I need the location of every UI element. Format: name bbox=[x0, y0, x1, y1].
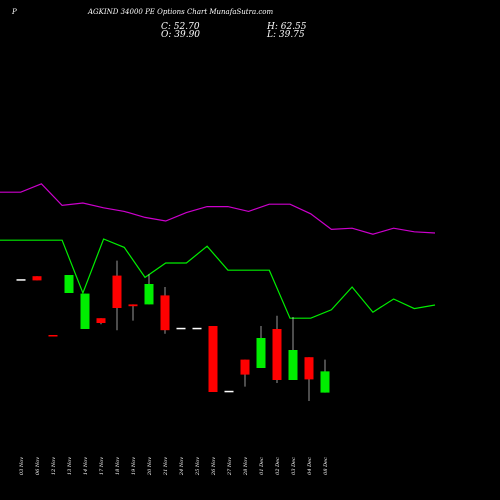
high-value: H: 62.55 bbox=[266, 22, 307, 32]
x-tick-label: 18 Nov bbox=[115, 457, 121, 475]
x-tick-label: 21 Nov bbox=[163, 457, 169, 476]
open-value: O: 39.90 bbox=[161, 30, 200, 40]
candle-body bbox=[224, 390, 234, 393]
x-tick-label: 08 Dec bbox=[323, 457, 329, 475]
candle-body bbox=[160, 295, 170, 331]
candles-group bbox=[16, 260, 330, 401]
x-tick-label: 03 Nov bbox=[19, 457, 25, 475]
title-prefix: P bbox=[11, 8, 17, 16]
candle-body bbox=[288, 350, 298, 380]
lower-line-series bbox=[0, 183, 436, 235]
candle-body bbox=[256, 338, 266, 368]
candle-body bbox=[272, 329, 282, 380]
candle-body bbox=[96, 318, 106, 323]
x-tick-label: 04 Dec bbox=[307, 457, 313, 475]
x-tick-labels: 03 Nov 06 Nov 12 Nov 13 Nov 14 Nov 17 Nov 18 N… bbox=[19, 457, 329, 476]
x-tick-label: 03 Dec bbox=[291, 457, 297, 475]
x-tick-label: 28 Nov bbox=[243, 457, 249, 476]
candle-body bbox=[64, 275, 74, 293]
candle-body bbox=[48, 335, 58, 337]
candle-body bbox=[80, 293, 90, 329]
candle-body bbox=[32, 276, 42, 281]
upper-line-series bbox=[0, 238, 436, 319]
x-tick-label: 25 Nov bbox=[195, 457, 201, 476]
x-tick-label: 19 Nov bbox=[131, 457, 137, 475]
candle-body bbox=[240, 359, 250, 375]
x-tick-label: 26 Nov bbox=[211, 457, 217, 476]
candle-body bbox=[144, 284, 154, 305]
x-tick-label: 14 Nov bbox=[83, 457, 89, 475]
x-tick-label: 06 Nov bbox=[35, 457, 41, 475]
low-value: L: 39.75 bbox=[266, 30, 305, 40]
x-tick-label: 13 Nov bbox=[67, 457, 73, 475]
x-tick-label: 20 Nov bbox=[147, 457, 153, 476]
candle-body bbox=[320, 371, 330, 393]
x-tick-label: 17 Nov bbox=[99, 457, 105, 475]
close-value: C: 52.70 bbox=[161, 22, 200, 32]
candle-body bbox=[208, 326, 218, 392]
x-tick-label: 24 Nov bbox=[179, 457, 185, 476]
candle-body bbox=[176, 327, 186, 330]
candle-body bbox=[192, 327, 202, 330]
x-tick-label: 12 Nov bbox=[51, 457, 57, 475]
candle-body bbox=[16, 279, 26, 281]
x-tick-label: 27 Nov bbox=[227, 457, 233, 476]
x-tick-label: 02 Dec bbox=[275, 457, 281, 475]
candle-body bbox=[112, 275, 122, 308]
chart-title: AGKIND 34000 PE Options Chart MunafaSutr… bbox=[87, 8, 273, 16]
x-tick-label: 01 Dec bbox=[259, 457, 265, 475]
candle-body bbox=[304, 357, 314, 380]
candle-body bbox=[128, 304, 138, 307]
